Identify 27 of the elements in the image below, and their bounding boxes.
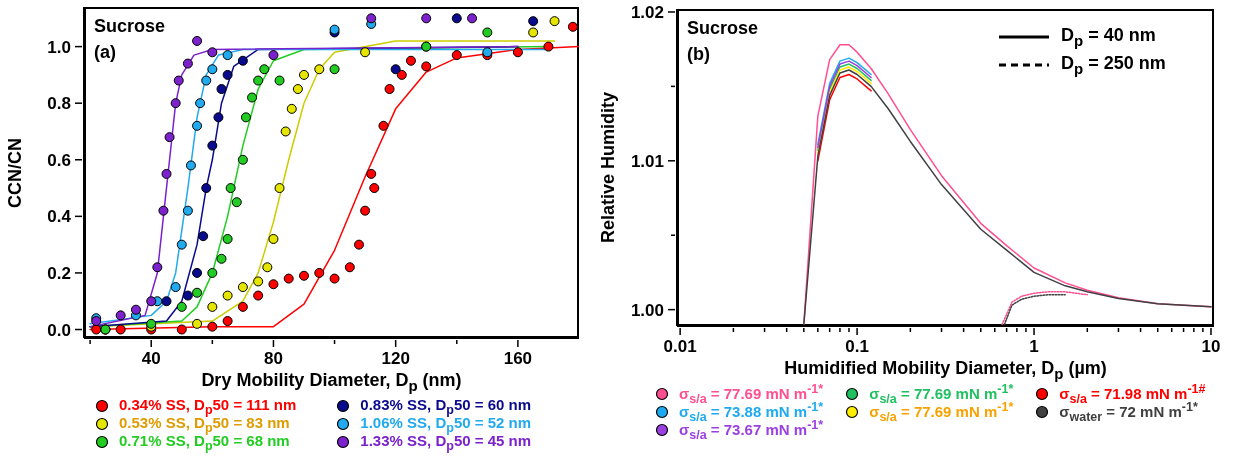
- annotation: (a): [94, 41, 117, 64]
- y-axis-title: CCN/CN: [4, 137, 26, 208]
- x-tick-label: 80: [263, 349, 283, 368]
- y-tick-label: 1.0: [47, 37, 71, 57]
- legend-label: D$_{p}$ = 40 nm: [1061, 25, 1156, 49]
- y-tick-label: 0.8: [47, 94, 71, 114]
- y-tick-label: 1.00: [630, 300, 664, 320]
- annotation: Sucrose: [687, 17, 759, 40]
- x-tick-label: 40: [141, 349, 161, 368]
- y-tick-label: 0.4: [47, 207, 72, 227]
- y-tick-label: 0.6: [47, 150, 71, 170]
- annotation: Sucrose: [94, 15, 166, 38]
- x-tick-label: 0.01: [663, 337, 697, 356]
- y-tick-label: 0.2: [47, 263, 71, 283]
- x-tick-label: 1: [1029, 337, 1039, 356]
- y-tick-label: 1.02: [630, 2, 664, 22]
- x-axis-title: Dry Mobility Diameter, D$_{p}$ (nm): [201, 370, 462, 394]
- x-axis-title: Humidified Mobility Diameter, D$_{p}$ (µm): [784, 358, 1107, 382]
- x-tick-label: 160: [503, 349, 533, 368]
- y-tick-label: 1.01: [630, 151, 664, 171]
- annotation: (b): [687, 43, 711, 66]
- legend-label: D$_{p}$ = 250 nm: [1061, 53, 1166, 77]
- y-tick-label: 0.0: [47, 320, 71, 340]
- x-tick-label: 0.1: [845, 337, 869, 356]
- x-tick-label: 10: [1201, 337, 1221, 356]
- x-tick-label: 120: [381, 349, 410, 368]
- y-axis-title: Relative Humidity: [597, 91, 619, 244]
